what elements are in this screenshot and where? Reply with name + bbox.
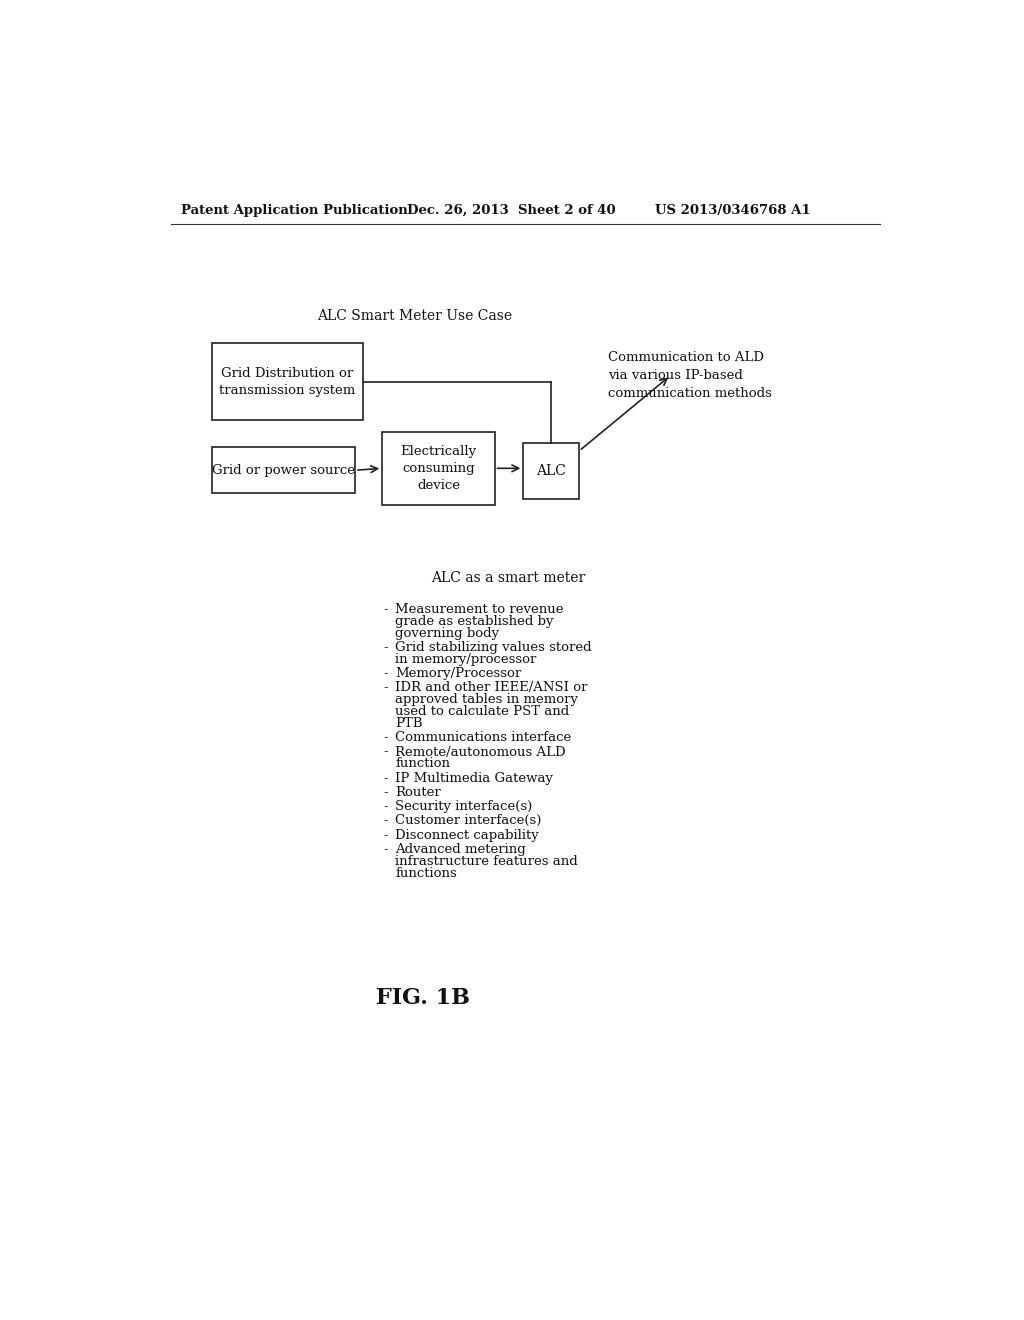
Text: US 2013/0346768 A1: US 2013/0346768 A1 (655, 205, 811, 218)
Text: grade as established by: grade as established by (395, 615, 554, 627)
Text: Grid stabilizing values stored: Grid stabilizing values stored (395, 640, 592, 653)
Text: functions: functions (395, 867, 457, 880)
FancyBboxPatch shape (212, 343, 362, 420)
Text: Communication to ALD
via various IP-based
communication methods: Communication to ALD via various IP-base… (608, 351, 772, 400)
Text: Grid Distribution or
transmission system: Grid Distribution or transmission system (219, 367, 355, 397)
Text: -: - (384, 772, 388, 784)
Text: infrastructure features and: infrastructure features and (395, 855, 579, 867)
Text: Remote/autonomous ALD: Remote/autonomous ALD (395, 746, 566, 759)
Text: -: - (384, 640, 388, 653)
Text: approved tables in memory: approved tables in memory (395, 693, 579, 706)
Text: -: - (384, 603, 388, 615)
Text: Disconnect capability: Disconnect capability (395, 829, 539, 842)
Text: in memory/processor: in memory/processor (395, 653, 537, 665)
Text: ALC: ALC (537, 465, 566, 478)
Text: Measurement to revenue: Measurement to revenue (395, 603, 564, 615)
FancyBboxPatch shape (212, 447, 355, 494)
Text: Router: Router (395, 785, 441, 799)
Text: FIG. 1B: FIG. 1B (376, 987, 470, 1008)
Text: -: - (384, 785, 388, 799)
Text: -: - (384, 667, 388, 680)
Text: ALC as a smart meter: ALC as a smart meter (431, 572, 585, 585)
Text: PTB: PTB (395, 717, 423, 730)
Text: -: - (384, 843, 388, 855)
Text: Security interface(s): Security interface(s) (395, 800, 532, 813)
Text: Memory/Processor: Memory/Processor (395, 667, 521, 680)
Text: Grid or power source: Grid or power source (212, 463, 355, 477)
Text: IDR and other IEEE/ANSI or: IDR and other IEEE/ANSI or (395, 681, 588, 694)
Text: function: function (395, 758, 451, 771)
Text: -: - (384, 800, 388, 813)
Text: -: - (384, 731, 388, 744)
Text: -: - (384, 746, 388, 759)
Text: used to calculate PST and: used to calculate PST and (395, 705, 569, 718)
Text: -: - (384, 681, 388, 694)
Text: governing body: governing body (395, 627, 500, 640)
FancyBboxPatch shape (523, 444, 579, 499)
Text: Communications interface: Communications interface (395, 731, 571, 744)
Text: Dec. 26, 2013  Sheet 2 of 40: Dec. 26, 2013 Sheet 2 of 40 (407, 205, 615, 218)
Text: Electrically
consuming
device: Electrically consuming device (400, 445, 476, 492)
Text: ALC Smart Meter Use Case: ALC Smart Meter Use Case (317, 309, 512, 323)
Text: Advanced metering: Advanced metering (395, 843, 526, 855)
Text: -: - (384, 829, 388, 842)
FancyBboxPatch shape (382, 432, 495, 506)
Text: Patent Application Publication: Patent Application Publication (180, 205, 408, 218)
Text: Customer interface(s): Customer interface(s) (395, 814, 542, 828)
Text: IP Multimedia Gateway: IP Multimedia Gateway (395, 772, 553, 784)
Text: -: - (384, 814, 388, 828)
